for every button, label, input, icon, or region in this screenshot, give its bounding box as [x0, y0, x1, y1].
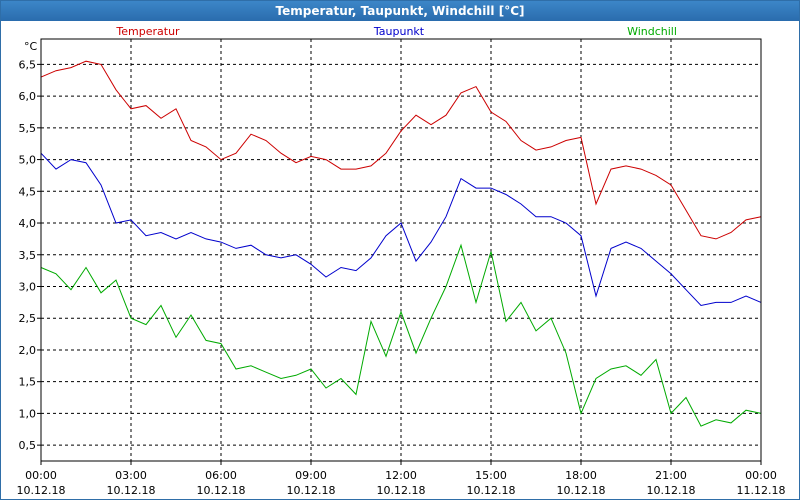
y-tick-label: 0,5 — [19, 439, 37, 452]
x-tick-time: 03:00 — [115, 469, 147, 482]
x-tick-time: 18:00 — [565, 469, 597, 482]
y-tick-label: 4,0 — [19, 217, 37, 230]
x-tick-date: 10.12.18 — [557, 484, 606, 497]
x-tick-date: 10.12.18 — [197, 484, 246, 497]
series-line-windchill — [40, 243, 762, 427]
x-tick-time: 06:00 — [205, 469, 237, 482]
y-tick-label: 1,5 — [19, 376, 37, 389]
series-line-taupunkt — [40, 152, 762, 307]
y-tick-label: 5,5 — [19, 122, 37, 135]
x-tick-date: 10.12.18 — [17, 484, 66, 497]
x-tick-date: 10.12.18 — [647, 484, 696, 497]
y-tick-label: 1,0 — [19, 407, 37, 420]
y-tick-label: 3,5 — [19, 249, 37, 262]
y-tick-label: 4,5 — [19, 185, 37, 198]
x-tick-date: 10.12.18 — [287, 484, 336, 497]
y-tick-label: 3,0 — [19, 280, 37, 293]
x-tick-time: 15:00 — [475, 469, 507, 482]
x-tick-date: 10.12.18 — [377, 484, 426, 497]
x-tick-time: 09:00 — [295, 469, 327, 482]
x-tick-date: 11.12.18 — [737, 484, 786, 497]
legend-taupunkt: Taupunkt — [373, 25, 425, 38]
y-tick-label: 6,5 — [19, 58, 37, 71]
x-tick-date: 10.12.18 — [107, 484, 156, 497]
plot-area-frame — [40, 38, 762, 462]
x-tick-time: 00:00 — [745, 469, 777, 482]
legend-windchill: Windchill — [627, 25, 677, 38]
chart-title: Temperatur, Taupunkt, Windchill [°C] — [1, 1, 799, 21]
y-axis-unit-label: °C — [24, 40, 38, 53]
x-tick-time: 00:00 — [25, 469, 57, 482]
y-tick-label: 2,5 — [19, 312, 37, 325]
y-tick-label: 6,0 — [19, 90, 37, 103]
legend-temperatur: Temperatur — [115, 25, 180, 38]
x-tick-time: 12:00 — [385, 469, 417, 482]
y-tick-label: 2,0 — [19, 344, 37, 357]
x-tick-date: 10.12.18 — [467, 484, 516, 497]
y-tick-label: 5,0 — [19, 154, 37, 167]
x-tick-time: 21:00 — [655, 469, 687, 482]
series-line-temperatur — [40, 60, 762, 240]
